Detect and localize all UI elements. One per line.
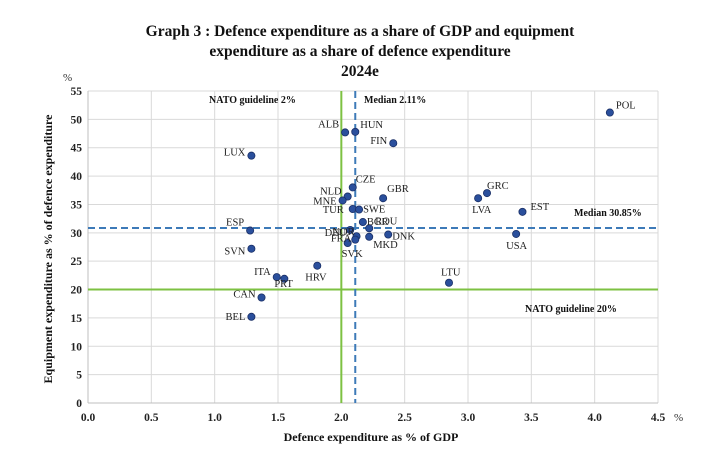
point-label-prt: PRT (274, 279, 293, 290)
point-label-esp: ESP (226, 218, 244, 229)
annotations: NATO guideline 2% NATO guideline 20% Media… (209, 95, 642, 315)
y-tick-label: 15 (71, 313, 83, 325)
axes: 0.0 0.5 1.0 1.5 2.0 2.5 3.0 3.5 4.0 4.5 0 5 10 15 20 25… (71, 86, 666, 424)
point-label-tur: TUR (323, 205, 344, 216)
x-tick-label: 2.5 (397, 412, 412, 424)
chart-title-line-1: Graph 3 : Defence expenditure as a share… (145, 23, 575, 40)
reference-line-label-4: Median 30.85% (574, 208, 642, 219)
point-label-nor: NOR (332, 227, 354, 238)
data-point-alb (341, 128, 350, 137)
data-point-hun (351, 127, 360, 136)
point-label-est: EST (530, 202, 549, 213)
y-tick-label: 5 (76, 370, 82, 382)
data-point-bel (247, 312, 256, 321)
point-label-hrv: HRV (305, 273, 327, 284)
x-tick-label: 4.0 (587, 412, 602, 424)
chart-title-line-3: 2024e (341, 63, 379, 80)
data-point-cze (348, 183, 357, 192)
data-point-esp (246, 226, 255, 235)
point-label-hun: HUN (360, 120, 383, 131)
data-point-dnk (384, 230, 393, 239)
data-point-pol (605, 108, 614, 117)
point-label-fra: FRA (331, 234, 352, 245)
point-label-gbr: GBR (387, 184, 409, 195)
point-label-lux: LUX (224, 148, 246, 159)
data-point-fin (389, 139, 398, 148)
point-label-cze: CZE (356, 174, 376, 185)
data-point-lva (474, 194, 483, 203)
point-label-can: CAN (233, 289, 256, 300)
x-tick-label: 4.5 (651, 412, 666, 424)
data-point-mne (338, 196, 347, 205)
chart-title-line-2: expenditure as a share of defence expend… (209, 43, 511, 60)
point-label-swe: SWE (363, 205, 385, 216)
y-tick-label: 40 (71, 171, 83, 183)
reference-line-label-2: NATO guideline 20% (525, 304, 617, 315)
point-label-bel: BEL (226, 312, 246, 323)
y-tick-label: 45 (71, 143, 83, 155)
x-axis-unit: % (674, 412, 683, 424)
point-label-svk: SVK (342, 249, 363, 260)
point-label-ita: ITA (254, 267, 271, 278)
x-tick-label: 3.0 (461, 412, 476, 424)
point-label-mkd: MKD (373, 240, 398, 251)
reference-line-label-1: NATO guideline 2% (209, 95, 296, 106)
point-label-alb: ALB (318, 119, 339, 130)
y-axis-title: Equipment expenditure as % of defence ex… (41, 114, 55, 384)
reference-line-label-3: Median 2.11% (364, 95, 426, 106)
point-label-svn: SVN (224, 247, 245, 258)
data-point-hrv (313, 261, 322, 270)
point-label-rou: ROU (375, 216, 398, 227)
data-points (246, 108, 614, 321)
data-point-est (518, 207, 527, 216)
x-axis-title: Defence expenditure as % of GDP (284, 430, 459, 444)
y-tick-label: 50 (71, 114, 83, 126)
y-axis-unit: % (63, 72, 72, 84)
point-label-bgr: BGR (367, 217, 389, 228)
data-point-lux (247, 151, 256, 160)
y-tick-label: 0 (76, 398, 82, 410)
point-label-dnk: DNK (392, 232, 415, 243)
data-point-swe (355, 205, 364, 214)
point-label-ltu: LTU (441, 268, 461, 279)
data-point-usa (512, 229, 521, 238)
data-point-gbr (379, 194, 388, 203)
x-tick-label: 3.5 (524, 412, 539, 424)
data-point-prt (280, 274, 289, 283)
data-point-mkd (365, 232, 374, 241)
data-point-ltu (444, 278, 453, 287)
y-tick-label: 35 (71, 199, 83, 211)
data-point-can (257, 293, 266, 302)
x-tick-label: 0.0 (81, 412, 96, 424)
y-tick-label: 10 (71, 341, 83, 353)
y-tick-label: 25 (71, 256, 83, 268)
point-label-fin: FIN (370, 136, 387, 147)
point-label-mne: MNE (313, 196, 336, 207)
x-tick-label: 1.5 (271, 412, 286, 424)
data-point-rou (365, 224, 374, 233)
chart-title: Graph 3 : Defence expenditure as a share… (0, 22, 720, 82)
data-point-grc (482, 189, 491, 198)
reference-lines (88, 91, 658, 403)
y-tick-label: 30 (71, 228, 83, 240)
x-tick-label: 1.0 (207, 412, 222, 424)
point-label-deu: DEU (325, 228, 347, 239)
data-point-deu (346, 225, 355, 234)
point-label-nld: NLD (320, 187, 342, 198)
y-tick-label: 55 (71, 86, 83, 98)
data-point-ita (272, 273, 281, 282)
point-label-grc: GRC (487, 181, 509, 192)
point-label-usa: USA (506, 241, 527, 252)
x-tick-label: 0.5 (144, 412, 159, 424)
point-label-lva: LVA (472, 205, 492, 216)
y-tick-label: 20 (71, 285, 83, 297)
data-point-bgr (358, 218, 367, 227)
data-point-fra (351, 235, 360, 244)
data-point-svk (343, 239, 352, 248)
point-label-pol: POL (616, 101, 636, 112)
data-point-svn (247, 244, 256, 253)
x-tick-label: 2.0 (334, 412, 349, 424)
